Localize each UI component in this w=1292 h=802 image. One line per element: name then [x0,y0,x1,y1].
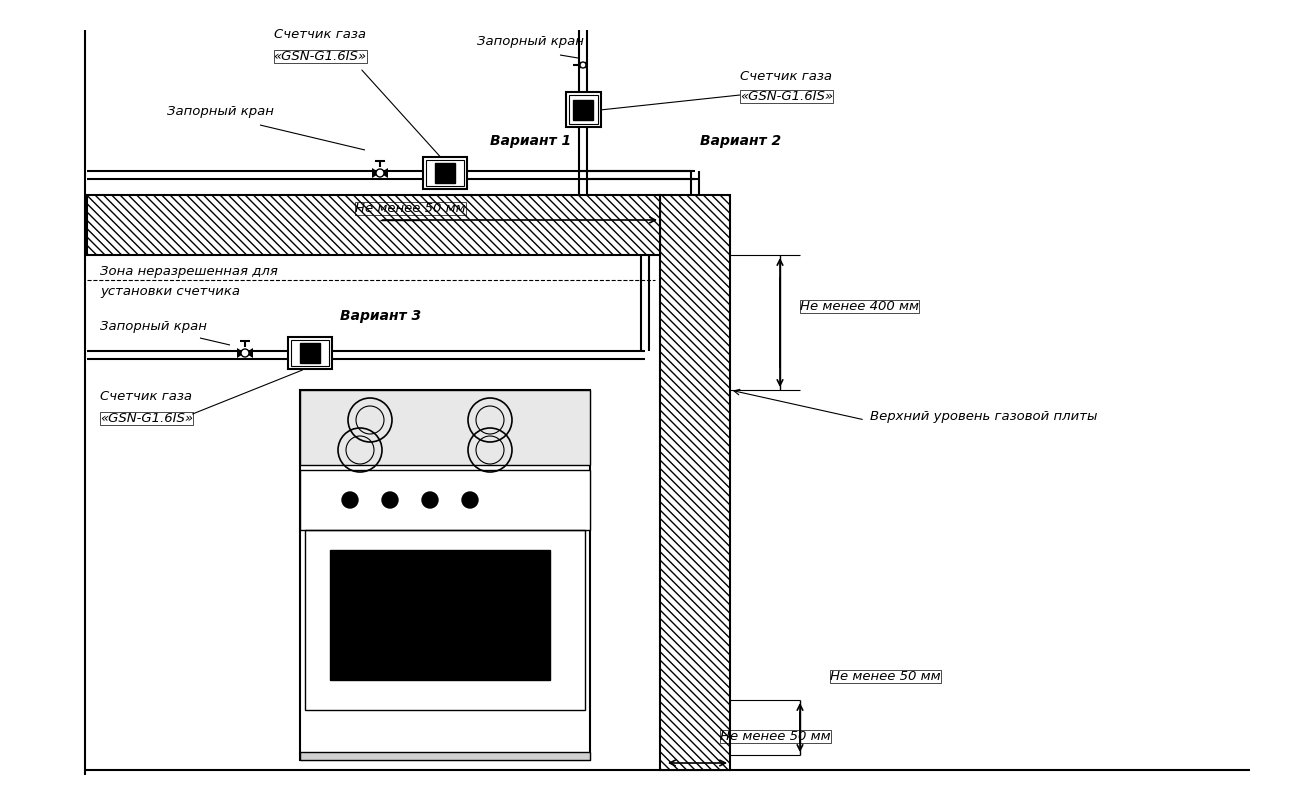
Text: Не менее 50 мм: Не менее 50 мм [829,670,941,683]
Bar [422,157,466,189]
Bar [566,92,601,127]
Text: «GSN-G1.6IS»: «GSN-G1.6IS» [274,50,367,63]
Bar [572,100,593,120]
Bar [329,550,550,680]
Text: Запорный кран: Запорный кран [167,105,274,118]
Bar [87,195,660,255]
Circle shape [580,62,587,68]
Text: Счетчик газа: Счетчик газа [274,28,366,41]
Text: Не менее 50 мм: Не менее 50 мм [720,730,831,743]
Text: «GSN-G1.6IS»: «GSN-G1.6IS» [99,412,193,425]
Text: Вариант 1: Вариант 1 [490,134,571,148]
Polygon shape [372,168,388,178]
Text: Счетчик газа: Счетчик газа [99,390,193,403]
Bar [660,195,730,770]
Circle shape [422,492,438,508]
Text: Зона неразрешенная для: Зона неразрешенная для [99,265,278,278]
Text: Верхний уровень газовой плиты: Верхний уровень газовой плиты [870,410,1097,423]
Text: Запорный кран: Запорный кран [477,35,584,48]
Text: «GSN-G1.6IS»: «GSN-G1.6IS» [740,90,833,103]
Bar [300,470,590,530]
Text: Вариант 2: Вариант 2 [700,134,782,148]
Circle shape [382,492,398,508]
Polygon shape [236,348,253,358]
Circle shape [242,349,249,357]
Bar [288,337,332,369]
Bar [291,340,329,366]
Bar [300,390,590,465]
Circle shape [342,492,358,508]
Circle shape [376,169,384,177]
Bar [435,163,455,183]
Bar [300,390,590,760]
Circle shape [463,492,478,508]
Bar [305,530,585,710]
Bar [426,160,464,186]
Bar [300,752,590,760]
Text: Вариант 3: Вариант 3 [340,309,421,323]
Bar [300,343,320,363]
Bar [568,95,598,124]
Text: Запорный кран: Запорный кран [99,320,207,333]
Text: Не менее 400 мм: Не менее 400 мм [800,300,919,313]
Polygon shape [578,59,588,71]
Text: Не менее 50 мм: Не менее 50 мм [355,202,465,215]
Text: Счетчик газа: Счетчик газа [740,70,832,83]
Text: установки счетчика: установки счетчика [99,285,240,298]
